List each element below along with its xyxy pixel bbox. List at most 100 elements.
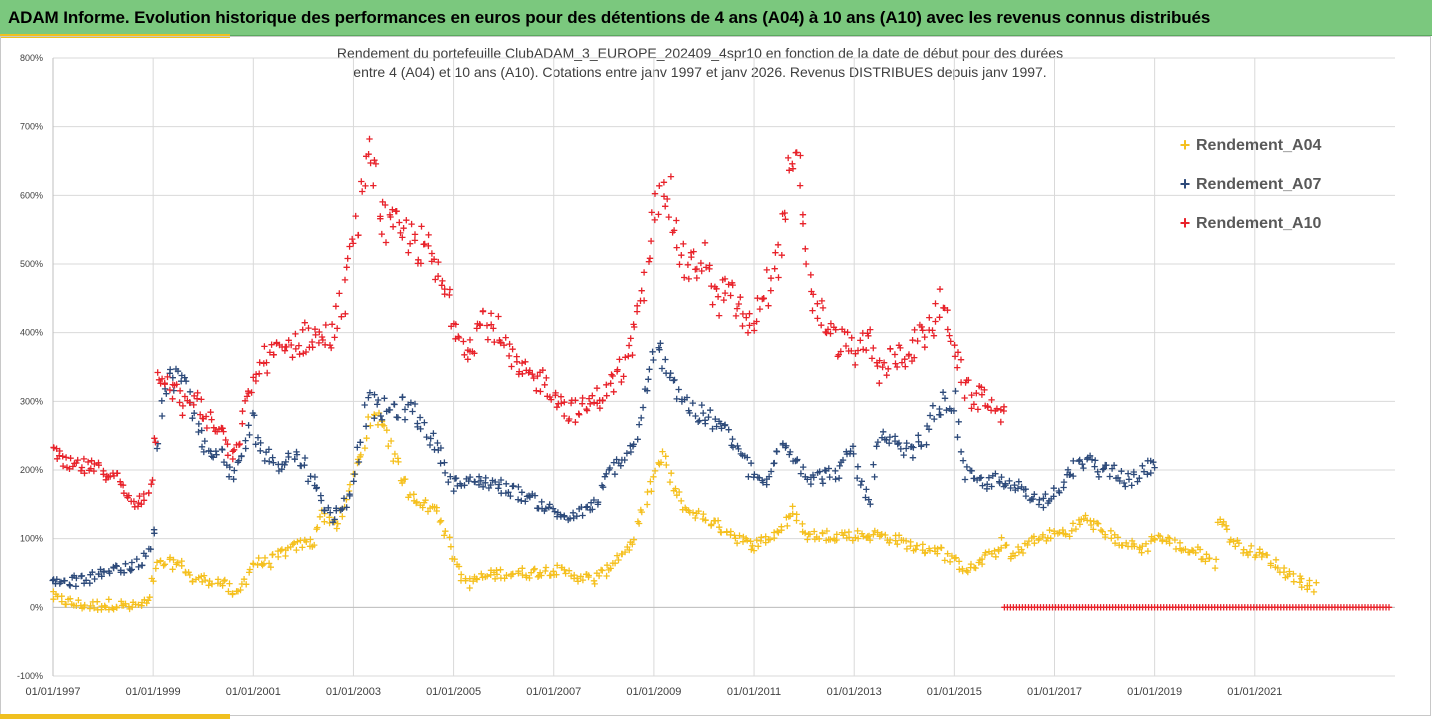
rendement-a07-point [321, 507, 328, 514]
rendement-a10-point [944, 326, 951, 333]
rendement-a07-point [954, 434, 961, 441]
rendement-a07-point [417, 425, 424, 433]
rendement-a07-point [191, 410, 198, 417]
rendement-a04-point [1246, 548, 1254, 555]
rendement-a10-point [936, 314, 943, 321]
rendement-a07-point [937, 411, 944, 418]
rendement-a10-point [59, 462, 67, 470]
rendement-a07-point [181, 374, 188, 381]
rendement-a10-point [627, 335, 634, 342]
rendement-a10-point [161, 380, 168, 387]
rendement-a07-point [1050, 485, 1057, 492]
rendement-a04-point [246, 566, 254, 573]
y-tick-label: 600% [20, 190, 43, 200]
rendement-a07-point [282, 458, 289, 466]
rendement-a07-point [466, 473, 474, 481]
rendement-a07-point [325, 504, 332, 511]
rendement-a10-point [802, 260, 810, 268]
rendement-a07-point [477, 477, 484, 484]
rendement-a07-point [311, 473, 319, 481]
rendement-a10-point [176, 399, 183, 406]
rendement-a04-point [955, 558, 963, 565]
rendement-a10-point [344, 255, 351, 262]
rendement-a04-point [946, 558, 954, 565]
rendement-a07-point [515, 483, 522, 491]
rendement-a10-point [77, 467, 85, 474]
rendement-a07-point [1118, 468, 1125, 475]
rendement-a10-point [727, 292, 734, 299]
rendement-a04-point [793, 511, 800, 518]
rendement-a10-point [932, 318, 939, 325]
rendement-a10-point [940, 304, 947, 311]
rendement-a07-point [169, 374, 176, 381]
rendement-a04-point [267, 564, 274, 571]
rendement-a04-point [1230, 538, 1237, 545]
rendement-a10-point [460, 338, 467, 345]
rendement-a07-point [465, 477, 472, 485]
rendement-a10-point [396, 219, 403, 226]
legend-label-a07: Rendement_A07 [1196, 175, 1322, 193]
rendement-a10-point [997, 406, 1004, 413]
rendement-a04-point [198, 573, 205, 580]
rendement-a07-point [208, 453, 215, 460]
rendement-a10-point [342, 310, 349, 317]
rendement-a04-point [913, 542, 921, 549]
rendement-a10-point [378, 230, 385, 238]
rendement-a07-point [692, 412, 699, 420]
rendement-a07-point [220, 458, 228, 466]
rendement-a07-point [1042, 490, 1049, 498]
rendement-a10-point [164, 373, 171, 381]
rendement-a10-point [607, 380, 614, 387]
rendement-a07-point [1060, 478, 1068, 486]
rendement-a10-point [477, 322, 484, 329]
rendement-a10-point [646, 255, 654, 262]
rendement-a10-point [506, 340, 513, 348]
rendement-a10-point [799, 211, 807, 218]
rendement-a10-point [487, 310, 495, 317]
rendement-a04-point [290, 539, 298, 547]
rendement-a07-point [646, 366, 653, 373]
rendement-a07-point [601, 473, 609, 480]
rendement-a07-point [1011, 481, 1018, 489]
rendement-a04-point [326, 519, 333, 527]
rendement-a04-point [132, 601, 139, 608]
rendement-a07-point [695, 418, 702, 425]
rendement-a04-point [922, 549, 929, 556]
rendement-a10-point [466, 336, 474, 344]
rendement-a10-point [978, 391, 986, 398]
rendement-a10-point [405, 249, 412, 256]
rendement-a07-point [365, 394, 372, 401]
rendement-a10-point [513, 353, 520, 360]
rendement-a07-point [941, 395, 949, 402]
banner-title: ADAM Informe. Evolution historique des p… [8, 8, 1211, 27]
rendement-a04-point [910, 547, 917, 554]
rendement-a04-point [626, 546, 633, 554]
rendement-a04-point [1046, 527, 1053, 534]
rendement-a07-point [166, 370, 173, 377]
rendement-a10-point [541, 381, 548, 388]
rendement-a07-point [482, 474, 489, 482]
rendement-a04-point [1159, 536, 1166, 544]
rendement-a10-point [782, 216, 789, 223]
rendement-a07-point [1088, 456, 1096, 463]
rendement-a07-point [1134, 478, 1141, 485]
rendement-a10-point [117, 478, 124, 485]
rendement-a04-point [1087, 521, 1095, 529]
rendement-a04-point [805, 531, 812, 538]
rendement-a07-point [205, 447, 212, 454]
rendement-a07-point [1050, 493, 1057, 500]
legend-marker-a07: + [1179, 174, 1191, 194]
rendement-a10-point [583, 407, 591, 414]
rendement-a07-point [69, 574, 76, 581]
rendement-a07-point [903, 439, 910, 447]
rendement-a07-point [225, 473, 233, 480]
rendement-a04-point [750, 547, 758, 554]
rendement-a10-point [837, 348, 844, 355]
rendement-a04-point [799, 520, 806, 528]
rendement-a04-point [453, 561, 461, 568]
rendement-a07-point [128, 559, 136, 566]
rendement-a10-point [868, 355, 876, 362]
rendement-a10-point [191, 392, 198, 400]
rendement-a04-point [753, 536, 760, 544]
rendement-a10-point [676, 261, 683, 268]
